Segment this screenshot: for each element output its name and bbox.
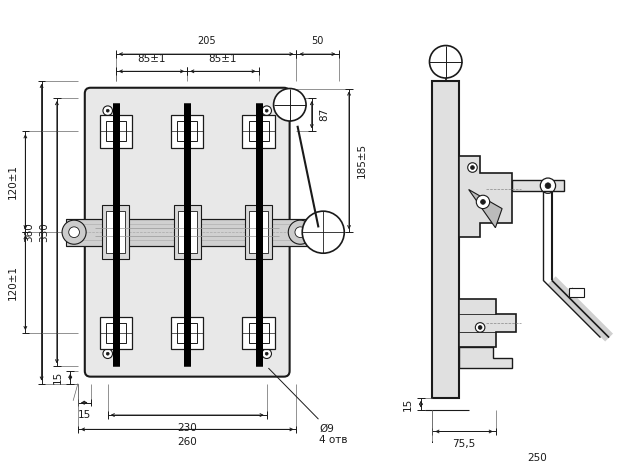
Bar (177, 121, 198, 141)
Text: 120±1: 120±1 (8, 265, 18, 300)
Bar (171, 115, 203, 147)
Text: 230: 230 (177, 423, 197, 433)
Bar (569, 288, 584, 298)
Circle shape (478, 326, 482, 329)
Circle shape (106, 353, 109, 355)
Polygon shape (459, 156, 512, 237)
Circle shape (262, 106, 271, 116)
Circle shape (265, 109, 268, 112)
Text: 360: 360 (24, 222, 34, 242)
Bar (249, 323, 269, 343)
Bar (106, 211, 126, 253)
Circle shape (262, 349, 271, 359)
Bar (178, 211, 197, 253)
Bar (245, 206, 272, 259)
Circle shape (295, 227, 305, 237)
Text: 50: 50 (311, 36, 324, 47)
Circle shape (471, 165, 475, 170)
Polygon shape (459, 346, 512, 368)
Bar (432, 81, 459, 398)
Bar (174, 206, 201, 259)
Circle shape (69, 227, 80, 237)
Text: 85±1: 85±1 (137, 54, 166, 64)
Bar (242, 317, 275, 349)
Circle shape (103, 106, 112, 116)
Text: 15: 15 (403, 397, 413, 411)
Text: Ø9
4 отв: Ø9 4 отв (269, 368, 348, 445)
Text: 87: 87 (319, 108, 329, 122)
Polygon shape (469, 189, 502, 228)
Text: 250: 250 (528, 452, 547, 462)
Text: 120±1: 120±1 (8, 164, 18, 199)
Text: 185±5: 185±5 (357, 143, 367, 178)
Text: 15: 15 (52, 371, 62, 384)
Bar (102, 206, 129, 259)
Circle shape (62, 220, 86, 244)
Bar (105, 121, 126, 141)
Bar (177, 323, 198, 343)
Circle shape (103, 349, 112, 359)
Text: 260: 260 (177, 437, 197, 447)
Circle shape (106, 109, 109, 112)
Text: 75,5: 75,5 (452, 439, 476, 449)
Circle shape (430, 46, 462, 78)
Bar (512, 180, 564, 191)
Bar (66, 219, 308, 246)
Circle shape (540, 178, 555, 193)
Bar (171, 317, 203, 349)
Circle shape (475, 322, 485, 332)
Bar (105, 323, 126, 343)
Bar (100, 317, 132, 349)
Circle shape (302, 211, 345, 253)
Circle shape (545, 183, 551, 188)
Circle shape (481, 200, 485, 204)
Bar (249, 211, 268, 253)
Bar (100, 115, 132, 147)
Bar (242, 115, 275, 147)
Polygon shape (459, 299, 516, 346)
Circle shape (476, 195, 490, 209)
Circle shape (274, 89, 306, 121)
Bar (249, 121, 269, 141)
Text: 330: 330 (39, 222, 49, 242)
Circle shape (468, 163, 477, 172)
Text: 15: 15 (78, 410, 91, 420)
Circle shape (288, 220, 312, 244)
Circle shape (265, 353, 268, 355)
FancyBboxPatch shape (85, 88, 290, 377)
Text: 85±1: 85±1 (209, 54, 237, 64)
Text: 205: 205 (197, 36, 215, 47)
